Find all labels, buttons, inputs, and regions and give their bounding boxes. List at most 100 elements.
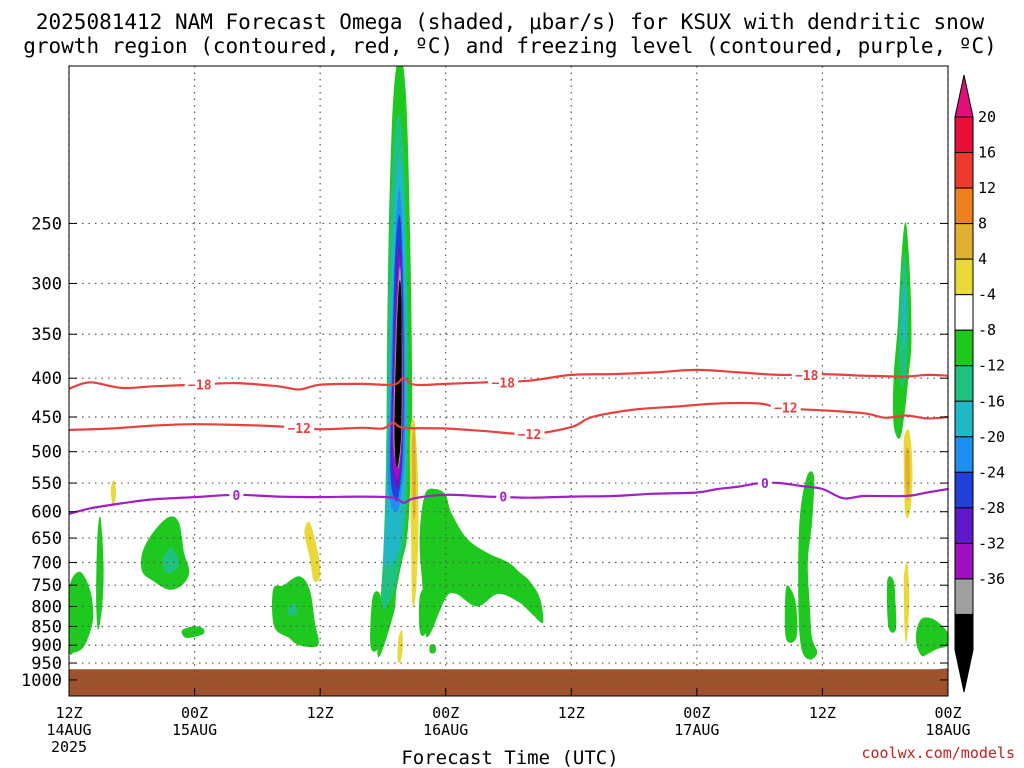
omega-region-34 <box>915 617 948 657</box>
omega-region-14 <box>429 644 436 654</box>
contour-label-bg <box>514 426 545 443</box>
omega-region-21 <box>181 626 205 638</box>
y-tick-label: 750 <box>31 576 62 596</box>
x-tick-label: 2025 <box>51 738 87 756</box>
chart-title-line-1: 2025081412 NAM Forecast Omega (shaded, μ… <box>36 10 985 34</box>
colorbar-label: -28 <box>978 499 1005 517</box>
y-tick-label: 900 <box>31 636 62 656</box>
x-tick-label: 16AUG <box>423 721 468 739</box>
omega-region-18 <box>110 479 117 507</box>
y-tick-label: 850 <box>31 617 62 637</box>
colorbar-bin <box>954 187 974 225</box>
omega-region-19 <box>140 516 190 590</box>
y-tick-label: 550 <box>31 474 62 494</box>
x-tick-label: 12Z <box>55 704 82 722</box>
plot-frame <box>68 65 949 697</box>
colorbar-label: -20 <box>978 428 1005 446</box>
contour-label: −18 <box>492 376 516 391</box>
omega-region-13 <box>418 589 430 636</box>
chart-title-line-2: growth region (contoured, red, ºC) and f… <box>23 34 997 58</box>
colorbar-label: 16 <box>978 144 996 162</box>
colorbar-label: -16 <box>978 392 1005 410</box>
omega-region-25 <box>784 585 798 643</box>
y-tick-label: 300 <box>31 274 62 294</box>
contour-label: −12 <box>774 401 797 416</box>
x-tick-label: 12Z <box>809 704 836 722</box>
colorbar-label: -36 <box>978 570 1005 588</box>
y-tick-label: 1000 <box>21 671 62 691</box>
x-tick-label: 18AUG <box>925 721 970 739</box>
contour-label-bg <box>757 475 772 492</box>
colorbar-bin <box>954 365 974 402</box>
colorbar-bin <box>954 329 974 367</box>
x-tick-label: 00Z <box>432 704 459 722</box>
contour-label: −18 <box>188 379 212 394</box>
contour-label-bg <box>184 376 215 393</box>
y-tick-label: 600 <box>31 503 62 523</box>
y-tick-label: 500 <box>31 443 62 463</box>
omega-region-22 <box>304 521 321 583</box>
contour-label-bg <box>770 399 801 416</box>
contour-label: −18 <box>795 369 819 384</box>
x-axis-title: Forecast Time (UTC) <box>401 747 618 768</box>
contour-label: −12 <box>287 422 310 437</box>
colorbar-bin <box>954 400 974 438</box>
contour-label-bg <box>229 486 244 503</box>
omega-region-29 <box>901 283 907 346</box>
colorbar-label: 20 <box>978 108 996 126</box>
plot-area <box>69 66 948 696</box>
colorbar-bin <box>954 613 974 651</box>
contour-label: −12 <box>518 428 541 443</box>
temperature-contours: −18 −18 −18 −12 −12 −12 0 0 0 <box>69 366 948 515</box>
colorbar-bin <box>954 294 974 331</box>
x-tick-label: 17AUG <box>674 721 719 739</box>
omega-region-31 <box>905 447 911 501</box>
colorbar-label: -12 <box>978 357 1005 375</box>
colorbar-bin <box>954 436 974 473</box>
contour-label: 0 <box>499 491 507 506</box>
ground-below-surface <box>69 668 948 696</box>
omega-region-15 <box>370 591 383 652</box>
y-tick-label: 350 <box>31 325 62 345</box>
y-tick-label: 250 <box>31 214 62 234</box>
omega-colorbar: 20 16 12 8 4 -4 -8 -12 -16 -20 -24 -28 -32 -36 <box>954 74 1005 693</box>
colorbar-top-arrow <box>954 74 974 118</box>
colorbar-bin <box>954 223 974 260</box>
x-tick-label: 00Z <box>934 704 961 722</box>
colorbar-label: -32 <box>978 534 1005 552</box>
y-tick-label: 450 <box>31 408 62 428</box>
colorbar-label: 12 <box>978 179 996 197</box>
contour-label-bg <box>284 419 315 436</box>
x-tick-label: 00Z <box>181 704 208 722</box>
colorbar-label: 8 <box>978 215 987 233</box>
contour-label-bg <box>791 366 822 383</box>
credit-text[interactable]: coolwx.com/models <box>861 744 1015 762</box>
y-tick-label: 650 <box>31 529 62 549</box>
colorbar-bin <box>954 258 974 296</box>
omega-region-32 <box>886 576 897 633</box>
colorbar-bin <box>954 471 974 509</box>
colorbar-label: -4 <box>978 286 996 304</box>
omega-region-16 <box>69 571 94 655</box>
colorbar-label: -24 <box>978 463 1005 481</box>
y-tick-label: 400 <box>31 369 62 389</box>
x-tick-label: 14AUG <box>46 721 91 739</box>
x-tick-label: 15AUG <box>172 721 217 739</box>
colorbar-bin <box>954 152 974 189</box>
contour-label-bg <box>488 374 519 391</box>
x-tick-label: 12Z <box>307 704 334 722</box>
omega-region-20 <box>162 548 179 574</box>
omega-region-33 <box>903 561 910 643</box>
omega-region-8 <box>394 280 402 468</box>
colorbar-bin <box>954 507 974 544</box>
colorbar-label: -8 <box>978 321 996 339</box>
x-tick-label: 00Z <box>683 704 710 722</box>
colorbar-bin <box>954 542 974 580</box>
contour-label: 0 <box>233 489 241 504</box>
contour-label: 0 <box>761 477 769 492</box>
omega-region-26 <box>798 471 818 660</box>
omega-region-12 <box>419 488 544 638</box>
contour-line-1 <box>69 401 948 436</box>
